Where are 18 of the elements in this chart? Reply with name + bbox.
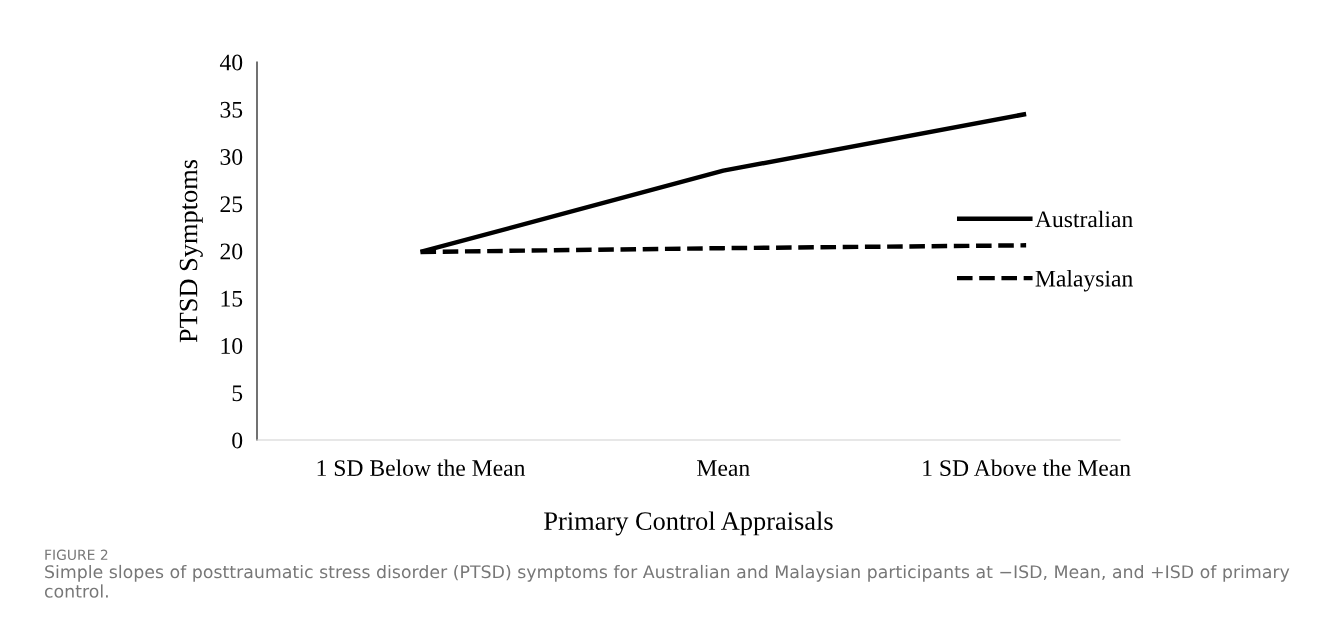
legend-label: Malaysian: [1035, 270, 1133, 292]
y-tick-label: 15: [221, 290, 243, 307]
y-axis-title: PTSD Symptoms: [179, 159, 203, 343]
y-tick-label: 20: [220, 243, 243, 260]
y-tick-label: 5: [232, 385, 243, 402]
x-tick-label: 1 SD Above the Mean: [923, 459, 1131, 477]
x-tick-label: Mean: [697, 460, 750, 477]
caption: FIGURE 2: [45, 549, 108, 561]
y-tick-label: 25: [220, 196, 243, 213]
y-tick-label: 0: [232, 432, 243, 449]
x-tick-label: 1 SD Below the Mean: [317, 459, 526, 477]
y-tick-label: 40: [219, 54, 243, 71]
y-tick-label: 30: [220, 148, 243, 165]
legend-label: Australian: [1035, 210, 1133, 228]
y-tick-label: 35: [220, 101, 243, 118]
x-axis-title: Primary Control Appraisals: [544, 511, 833, 536]
text: Simple slopes of posttraumatic stress disorder (PTSD) symptoms for Australian and Malaysian participants at −ISD, Mean, and +ISD of primary control.: [44, 564, 1290, 598]
y-tick-label: 10: [221, 337, 243, 354]
